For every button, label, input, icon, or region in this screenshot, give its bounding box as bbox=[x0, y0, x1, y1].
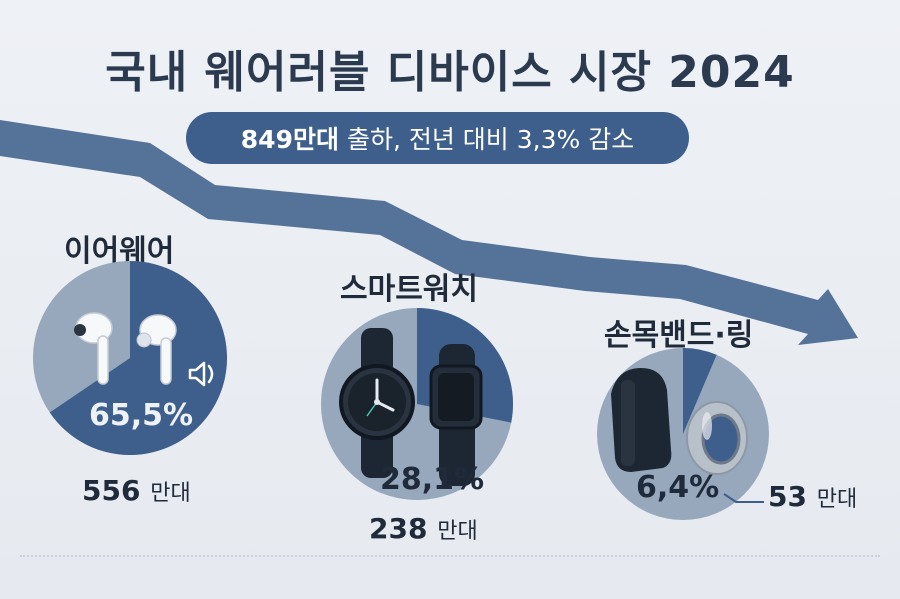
pie-earwear bbox=[33, 261, 227, 455]
share-earwear: 65,5% bbox=[89, 398, 194, 433]
units-suffix: 만대 bbox=[816, 487, 858, 512]
share-band-ring: 6,4% bbox=[636, 470, 720, 505]
speaker-icon bbox=[188, 361, 214, 387]
page-title: 국내 웨어러블 디바이스 시장 2024 bbox=[105, 47, 795, 98]
fitness-watch-icon bbox=[429, 344, 483, 486]
units-value: 53 bbox=[768, 480, 807, 513]
share-smartwatch: 28,1% bbox=[380, 462, 485, 497]
units-suffix: 만대 bbox=[437, 519, 478, 544]
smart-ring-icon bbox=[686, 401, 748, 475]
units-suffix: 만대 bbox=[150, 481, 191, 506]
units-smartwatch: 238 만대 bbox=[369, 512, 478, 545]
earbuds-icon bbox=[74, 312, 177, 385]
total-shipments: 849만대 bbox=[240, 125, 339, 154]
summary-text: 출하, 전년 대비 3,3% 감소 bbox=[346, 125, 635, 154]
units-earwear: 556 만대 bbox=[82, 474, 191, 507]
pie-band-ring bbox=[597, 348, 769, 520]
analog-smartwatch-icon bbox=[339, 328, 415, 478]
units-band-ring: 53 만대 bbox=[768, 480, 857, 513]
category-label: 스마트워치 bbox=[340, 272, 478, 307]
pie-slice-band-ring bbox=[683, 348, 717, 434]
units-value: 556 bbox=[82, 474, 141, 507]
units-value: 238 bbox=[369, 512, 428, 545]
category-label: 손목밴드·링 bbox=[604, 318, 754, 353]
summary-badge: 849만대 출하, 전년 대비 3,3% 감소 bbox=[186, 112, 689, 164]
leader-line bbox=[723, 493, 764, 503]
wristband-icon bbox=[611, 368, 672, 472]
pie-smartwatch bbox=[321, 308, 513, 500]
pie-slice-earwear bbox=[49, 261, 227, 455]
divider bbox=[20, 555, 880, 557]
